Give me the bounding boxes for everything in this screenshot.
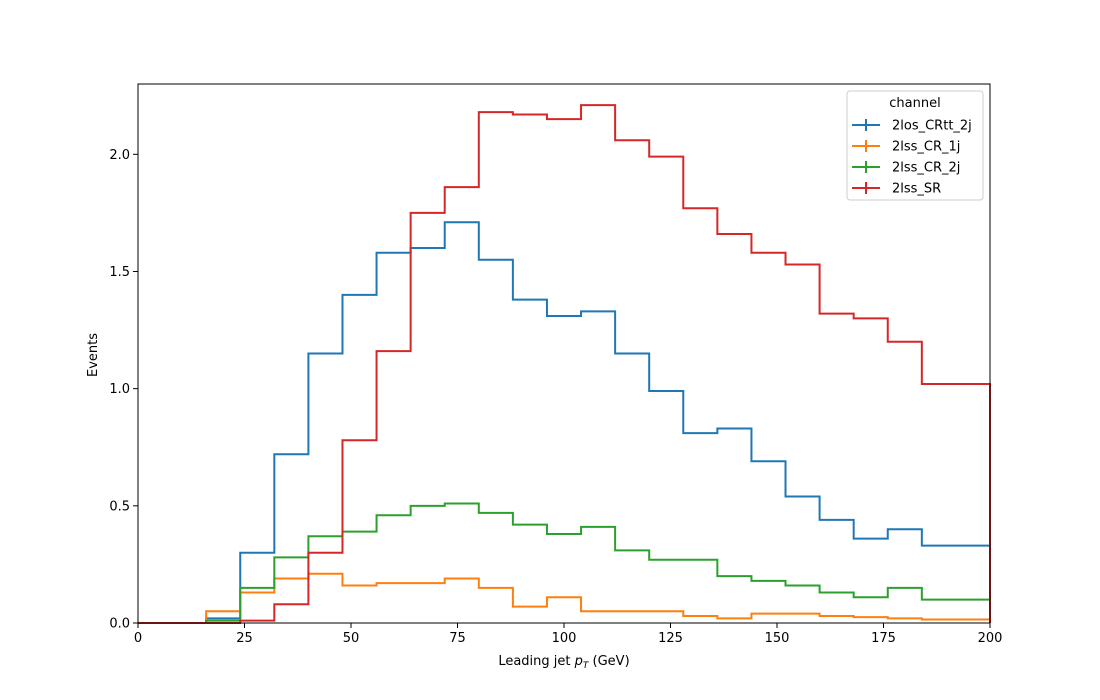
legend-entry-2los_CRtt_2j: 2los_CRtt_2j: [852, 119, 972, 134]
x-tick-label: 125: [658, 631, 683, 646]
series-2lss_CR_2j-step-line: [138, 502, 991, 624]
legend-entry-2lss_SR: 2lss_SR: [852, 182, 941, 197]
x-axis-title: Leading jet pT (GeV): [498, 654, 629, 671]
x-axis-title-suffix: (GeV): [588, 654, 629, 669]
x-tick-label: 100: [552, 631, 577, 646]
legend-label: 2lss_SR: [892, 182, 941, 197]
x-tick-label: 75: [449, 631, 466, 646]
legend-label: 2los_CRtt_2j: [892, 119, 972, 134]
x-tick-label: 150: [765, 631, 790, 646]
y-tick-label: 0.5: [109, 499, 130, 514]
series-2lss_SR-step-line: [138, 104, 991, 624]
x-axis-title-sub: T: [583, 661, 590, 671]
legend-entry-2lss_CR_1j: 2lss_CR_1j: [852, 140, 960, 155]
legend-entries: 2los_CRtt_2j 2lss_CR_1j 2lss_CR_2j 2lss_SR: [852, 119, 972, 197]
x-tick-label: 200: [978, 631, 1003, 646]
x-tick-label: 50: [343, 631, 360, 646]
series-2los_CRtt_2j-step-line: [138, 221, 991, 624]
x-axis-title-prefix: Leading jet: [498, 654, 574, 669]
series-layer: [138, 104, 991, 624]
series-2lss_CR_1j-step-line: [138, 572, 991, 624]
legend-label: 2lss_CR_1j: [892, 140, 960, 155]
y-tick-label: 1.5: [109, 265, 130, 280]
y-axis-title: Events: [86, 333, 101, 377]
y-tick-label: 0.0: [109, 617, 130, 632]
y-axis: 0.0 0.5 1.0 1.5 2.0: [109, 148, 138, 632]
y-tick-label: 1.0: [109, 382, 130, 397]
legend-label: 2lss_CR_2j: [892, 161, 960, 176]
legend-title: channel: [889, 96, 940, 111]
legend: channel 2los_CRtt_2j 2lss_CR_1j 2lss_CR_2j…: [846, 90, 984, 201]
x-axis-title-var: p: [574, 654, 583, 669]
legend-box: [846, 90, 984, 201]
x-tick-label: 25: [236, 631, 253, 646]
x-tick-label: 175: [871, 631, 896, 646]
x-axis: 0 25 50 75 100 125 150 175 200: [134, 623, 1003, 646]
y-tick-label: 2.0: [109, 148, 130, 163]
legend-entry-2lss_CR_2j: 2lss_CR_2j: [852, 161, 960, 176]
x-tick-label: 0: [134, 631, 142, 646]
